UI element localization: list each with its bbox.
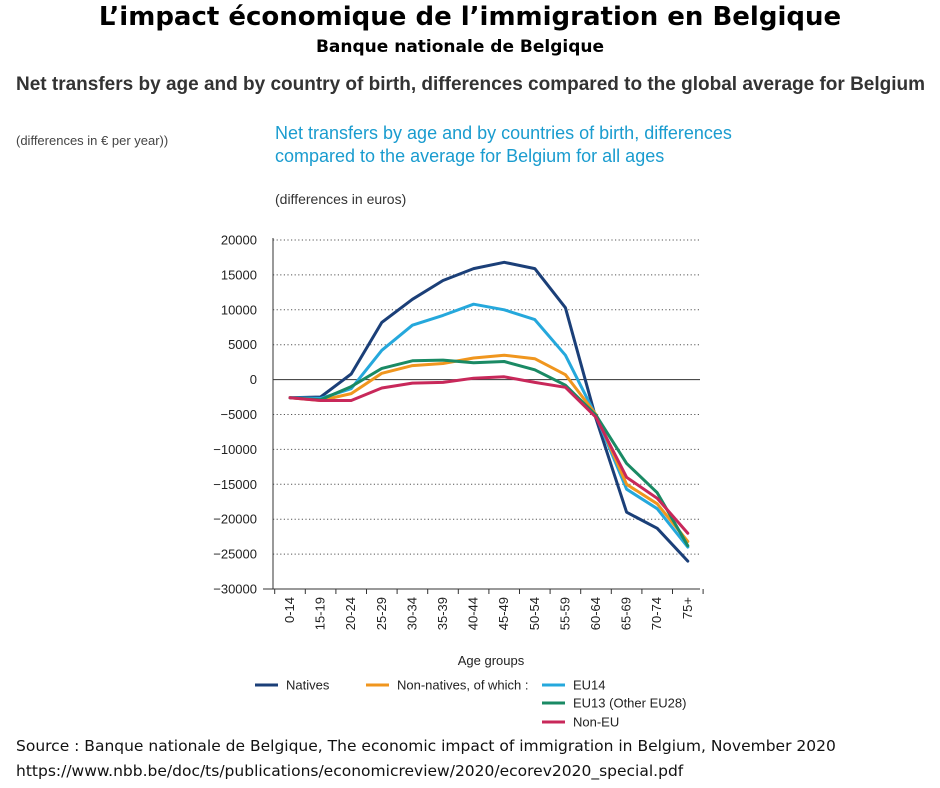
y-tick-label: 0 — [250, 372, 257, 387]
x-tick-label: 20-24 — [343, 597, 358, 630]
x-tick-label: 75+ — [680, 597, 695, 619]
x-tick-label: 65-69 — [619, 597, 634, 630]
gridlines — [273, 239, 700, 590]
y-tick-label: −20000 — [213, 512, 257, 527]
legend-item: Natives — [255, 678, 330, 693]
source-citation: Source : Banque nationale de Belgique, T… — [16, 737, 836, 755]
figure-title: Net transfers by age and by country of b… — [16, 74, 926, 95]
y-tick-label: 10000 — [221, 302, 257, 317]
legend-item: Non-EU — [542, 715, 619, 730]
legend-label: Non-natives, of which : — [397, 678, 529, 693]
page-title: L’impact économique de l’immigration en … — [98, 2, 842, 32]
legend: Natives Non-natives, of which : EU14 EU13 (… — [255, 678, 686, 730]
series-line-non-eu — [288, 375, 690, 535]
x-tick-label: 35-39 — [435, 597, 450, 630]
x-tick-label: 45-49 — [496, 597, 511, 630]
y-tick-label: −25000 — [213, 547, 257, 562]
y-tick-label: 20000 — [221, 233, 257, 248]
line-chart: 20000 15000 10000 5000 0 −5000 −10000 −15000 −20… — [213, 233, 704, 730]
series-line-non-natives-of-which — [288, 353, 690, 543]
y-tick-label: −30000 — [213, 582, 257, 597]
x-tick-label: 60-64 — [588, 597, 603, 630]
x-axis-label: Age groups — [458, 653, 525, 668]
page-subtitle: Banque nationale de Belgique — [315, 37, 605, 57]
series-line-natives — [288, 260, 690, 563]
source-url[interactable]: https://www.nbb.be/doc/ts/publications/e… — [16, 762, 684, 780]
y-tick-label: 15000 — [221, 267, 257, 282]
y-tick-label: −5000 — [220, 407, 257, 422]
x-tick-label: 55-59 — [557, 597, 572, 630]
x-tick-label: 40-44 — [466, 597, 481, 630]
axes: 20000 15000 10000 5000 0 −5000 −10000 −15000 −20… — [213, 233, 704, 668]
x-tick-label: 25-29 — [374, 597, 389, 630]
chart-units: (differences in euros) — [275, 191, 407, 207]
y-tick-label: −15000 — [213, 477, 257, 492]
x-tick-label: 70-74 — [649, 597, 664, 630]
x-tick-label: 15-19 — [313, 597, 328, 630]
legend-label: Natives — [286, 678, 330, 693]
series-line-eu13-other-eu28 — [288, 358, 690, 548]
figure-units: (differences in € per year)) — [16, 133, 169, 148]
legend-item: EU13 (Other EU28) — [542, 696, 686, 711]
chart-title: Net transfers by age and by countries of… — [275, 123, 732, 166]
series-lines — [288, 260, 690, 563]
legend-item: Non-natives, of which : — [366, 678, 529, 693]
legend-label: EU14 — [573, 678, 606, 693]
series-line-eu14 — [288, 302, 690, 549]
legend-label: EU13 (Other EU28) — [573, 696, 686, 711]
legend-label: Non-EU — [573, 715, 619, 730]
x-tick-label: 50-54 — [527, 597, 542, 630]
y-tick-label: −10000 — [213, 442, 257, 457]
x-tick-label: 30-34 — [404, 597, 419, 630]
x-tick-label: 0-14 — [282, 597, 297, 623]
y-tick-label: 5000 — [228, 337, 257, 352]
legend-item: EU14 — [542, 678, 606, 693]
